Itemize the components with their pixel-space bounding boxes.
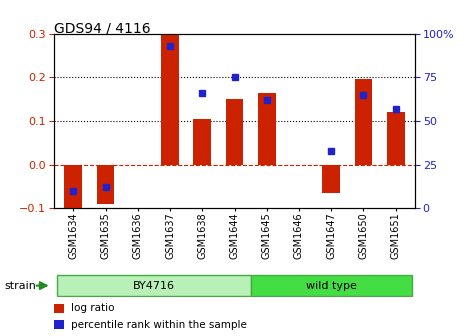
Text: BY4716: BY4716 <box>133 281 175 291</box>
Bar <box>387 112 405 165</box>
Bar <box>250 275 412 296</box>
Bar <box>57 275 250 296</box>
Bar <box>226 99 243 165</box>
Text: strain: strain <box>5 281 37 291</box>
Bar <box>64 165 82 217</box>
Bar <box>97 165 114 204</box>
Bar <box>54 304 64 313</box>
Text: log ratio: log ratio <box>71 303 114 313</box>
Bar <box>161 34 179 165</box>
Text: percentile rank within the sample: percentile rank within the sample <box>71 320 247 330</box>
Bar <box>258 92 276 165</box>
Text: GDS94 / 4116: GDS94 / 4116 <box>54 22 151 36</box>
Bar <box>193 119 211 165</box>
Bar <box>54 320 64 329</box>
Text: wild type: wild type <box>306 281 356 291</box>
Bar <box>322 165 340 193</box>
Bar <box>355 79 372 165</box>
